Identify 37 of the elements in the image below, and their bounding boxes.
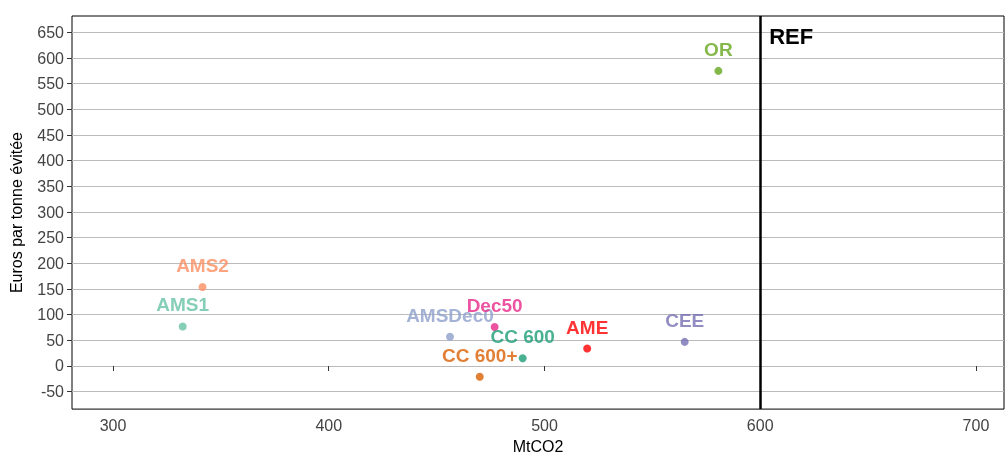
series-label: AME bbox=[566, 316, 609, 338]
y-tick-label: 400 bbox=[37, 152, 65, 170]
point bbox=[583, 344, 592, 353]
y-tick-label: 650 bbox=[37, 23, 65, 41]
series-label: AMS1 bbox=[156, 294, 210, 316]
y-tick-label: 150 bbox=[37, 280, 65, 298]
y-tick-label: 500 bbox=[37, 100, 65, 118]
point bbox=[490, 322, 499, 331]
x-axis-title: MtCO2 bbox=[512, 437, 564, 455]
ref-line-label: REF bbox=[769, 23, 814, 49]
point bbox=[714, 66, 723, 75]
y-tick-label: 0 bbox=[55, 357, 65, 375]
point bbox=[518, 354, 527, 363]
series-label: OR bbox=[704, 38, 733, 60]
y-tick-label: -50 bbox=[40, 383, 65, 401]
point bbox=[475, 372, 484, 381]
y-axis-title: Euros par tonne évitée bbox=[7, 131, 25, 294]
point bbox=[445, 332, 454, 341]
y-tick-label: 350 bbox=[37, 177, 65, 195]
series-label: CEE bbox=[665, 309, 705, 331]
y-tick-label: 450 bbox=[37, 126, 65, 144]
x-tick-label: 700 bbox=[962, 416, 990, 434]
y-tick-label: 300 bbox=[37, 203, 65, 221]
y-tick-label: 250 bbox=[37, 229, 65, 247]
point bbox=[198, 282, 207, 291]
point bbox=[178, 322, 187, 331]
y-tick-label: 600 bbox=[37, 49, 65, 67]
y-tick-label: 550 bbox=[37, 75, 65, 93]
x-tick-label: 400 bbox=[315, 416, 343, 434]
point bbox=[680, 337, 689, 346]
y-tick-label: 100 bbox=[37, 306, 65, 324]
x-tick-label: 300 bbox=[99, 416, 127, 434]
y-tick-label: 50 bbox=[46, 331, 65, 349]
y-tick-label: 200 bbox=[37, 254, 65, 272]
series-label: AMS2 bbox=[176, 254, 229, 276]
x-tick-label: 500 bbox=[531, 416, 558, 434]
x-tick-label: 600 bbox=[746, 416, 774, 434]
